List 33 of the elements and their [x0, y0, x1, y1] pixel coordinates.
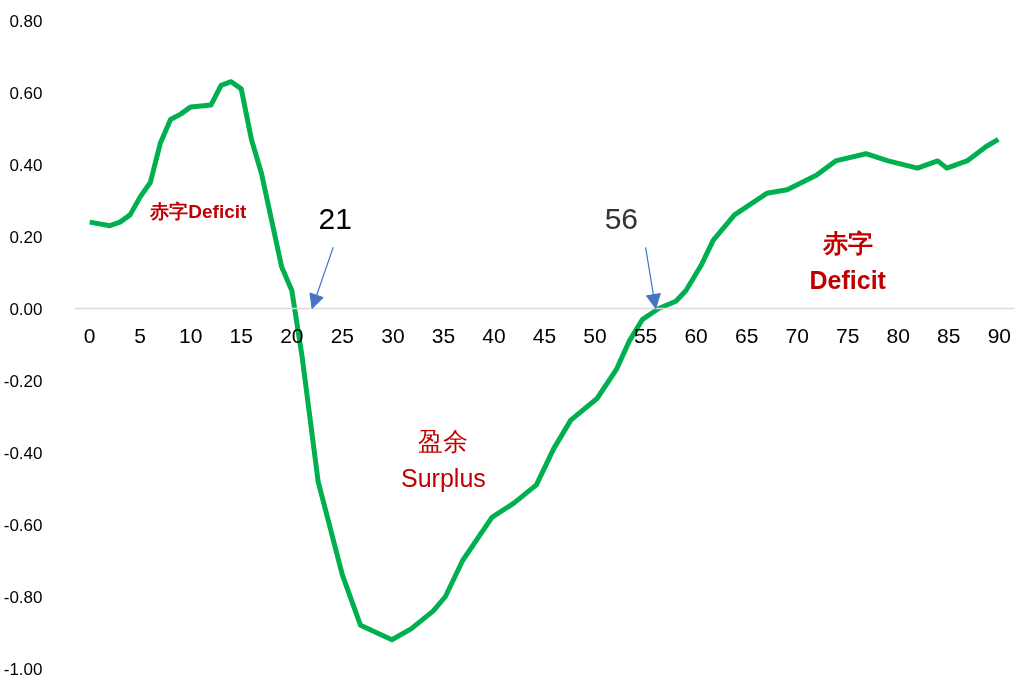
- x-tick-label: 75: [836, 323, 860, 347]
- x-tick-label: 55: [633, 323, 658, 347]
- x-tick-label: 50: [583, 323, 607, 347]
- annotation: 赤字Deficit: [149, 200, 248, 222]
- x-tick-label: 10: [179, 323, 203, 347]
- x-tick-label: 60: [684, 323, 708, 347]
- y-tick-label: -0.80: [3, 587, 43, 607]
- y-tick-label: 0.20: [9, 227, 43, 247]
- y-tick-label: 0.40: [9, 155, 43, 175]
- y-tick-label: -0.60: [3, 515, 43, 535]
- x-tick-label: 15: [229, 323, 253, 347]
- x-tick-label: 70: [785, 323, 809, 347]
- x-tick-label: 0: [83, 323, 96, 347]
- annotation: 盈余 Surplus: [401, 427, 486, 492]
- x-tick-label: 5: [134, 323, 147, 347]
- x-tick-label: 90: [987, 323, 1012, 347]
- x-tick-label: 25: [330, 323, 355, 347]
- x-tick-label: 35: [431, 323, 456, 347]
- x-tick-label: 45: [532, 323, 557, 347]
- x-tick-label: 65: [734, 323, 759, 347]
- x-tick-label: 30: [381, 323, 405, 347]
- x-tick-label: 85: [937, 323, 961, 347]
- annotation: 赤字 Deficit: [809, 229, 887, 294]
- y-tick-label: 0.00: [9, 299, 43, 319]
- x-tick-label: 40: [482, 323, 506, 347]
- y-tick-label: -1.00: [3, 659, 43, 679]
- y-tick-label: -0.40: [3, 443, 43, 463]
- x-tick-label: 80: [886, 323, 910, 347]
- annotation: 21: [318, 201, 352, 235]
- y-tick-label: 0.60: [9, 83, 43, 103]
- annotation: 56: [604, 201, 639, 235]
- y-tick-label: -0.20: [3, 371, 43, 391]
- y-tick-label: 0.80: [9, 11, 43, 31]
